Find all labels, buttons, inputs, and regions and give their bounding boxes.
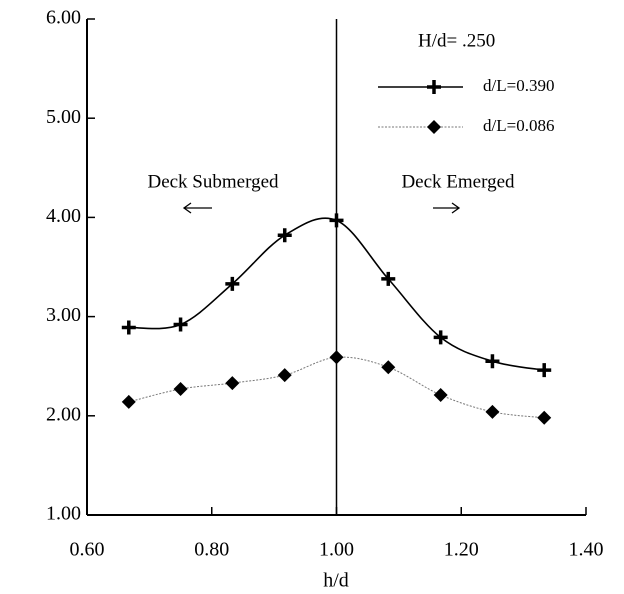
x-tick-label: 1.00: [319, 539, 354, 561]
x-tick-label: 0.60: [70, 539, 105, 561]
marker: [225, 376, 240, 391]
marker: [427, 120, 441, 134]
marker: [277, 368, 292, 383]
marker: [329, 350, 344, 365]
marker: [121, 394, 136, 409]
arrows: [182, 202, 461, 214]
marker: [329, 213, 344, 228]
x-tick-label: 1.40: [569, 539, 604, 561]
marker: [537, 363, 552, 378]
x-axis-label: h/d: [323, 570, 349, 592]
y-tick-label: 4.00: [46, 205, 81, 227]
marker: [433, 330, 448, 345]
marker: [225, 276, 240, 291]
marker: [433, 387, 448, 402]
series-line: [128, 356, 545, 419]
y-tick-label: 5.00: [46, 106, 81, 128]
x-tick-label: 0.80: [194, 539, 229, 561]
legend-label: d/L=0.390: [483, 76, 554, 95]
legend-label: d/L=0.086: [483, 116, 554, 135]
marker: [173, 382, 188, 397]
marker: [277, 228, 292, 243]
arrow-left: [182, 202, 212, 214]
y-tick-label: 6.00: [46, 7, 81, 29]
marker: [485, 404, 500, 419]
marker: [121, 320, 136, 335]
annotation: Deck Submerged: [147, 171, 279, 192]
marker: [485, 354, 500, 369]
y-tick-label: 2.00: [46, 403, 81, 425]
marker: [173, 317, 188, 332]
marker: [381, 271, 396, 286]
marker: [537, 410, 552, 425]
x-tick-label: 1.20: [444, 539, 479, 561]
arrow-right: [433, 202, 461, 214]
annotation: H/d= .250: [418, 30, 495, 51]
marker: [381, 360, 396, 375]
marker: [427, 80, 441, 94]
annotation: Deck Emerged: [401, 171, 515, 192]
y-tick-label: 1.00: [46, 503, 81, 525]
y-tick-label: 3.00: [46, 304, 81, 326]
